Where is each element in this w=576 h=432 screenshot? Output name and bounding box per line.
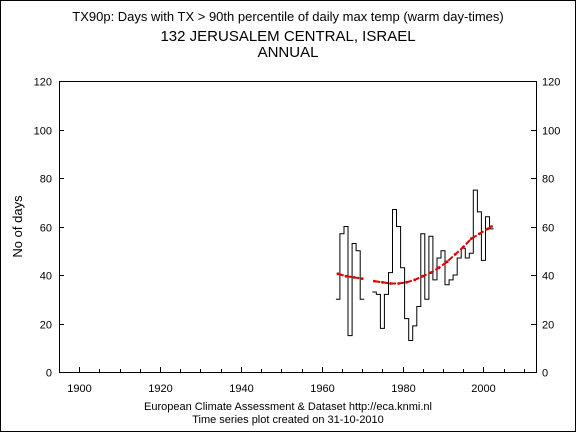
trend-point	[453, 253, 457, 256]
trend-point	[372, 279, 376, 283]
trend-point	[413, 278, 417, 282]
trend-point	[461, 245, 465, 249]
trend-point	[360, 277, 364, 280]
y-tick-label-left: 20	[40, 320, 52, 332]
trend-point	[478, 232, 481, 236]
x-tick-label: 1980	[391, 383, 415, 395]
y-tick-label-left: 120	[34, 77, 52, 89]
x-tick-label: 2000	[471, 383, 495, 395]
y-tick-label-right: 40	[542, 271, 554, 283]
y-axis-label: No of days	[10, 195, 25, 258]
trend-point	[429, 271, 433, 274]
y-tick-label-right: 100	[542, 126, 560, 138]
trend-point	[344, 274, 348, 278]
footer-created: Time series plot created on 31-10-2010	[192, 414, 384, 426]
y-tick-label-left: 60	[40, 223, 52, 235]
trend-point	[486, 227, 489, 231]
y-tick-label-left: 100	[34, 126, 52, 138]
trend-point	[445, 260, 449, 264]
y-tick-label-left: 0	[46, 368, 52, 380]
chart-title: TX90p: Days with TX > 90th percentile of…	[72, 9, 504, 24]
y-tick-label-right: 0	[542, 368, 548, 380]
y-tick-label-left: 80	[40, 174, 52, 186]
trend-point	[405, 280, 408, 284]
x-tick-label: 1960	[310, 383, 334, 395]
trend-point	[490, 225, 493, 228]
y-tick-label-right: 120	[542, 77, 560, 89]
y-tick-label-right: 60	[542, 223, 554, 235]
y-tick-label-right: 80	[542, 174, 554, 186]
trend-point	[381, 280, 384, 284]
trend-point	[469, 237, 473, 241]
trend-point	[397, 282, 400, 285]
trend-series-line	[374, 225, 493, 285]
trend-series-line	[337, 272, 363, 280]
trend-point	[389, 282, 392, 285]
footer-source: European Climate Assessment & Dataset ht…	[144, 401, 432, 413]
station-name: 132 JERUSALEM CENTRAL, ISRAEL	[160, 28, 416, 45]
y-tick-label-left: 40	[40, 271, 52, 283]
x-tick-label: 1940	[229, 383, 253, 395]
plot-area	[59, 81, 537, 373]
y-tick-label-right: 20	[542, 320, 554, 332]
trend-point	[352, 276, 356, 279]
trend-point	[421, 274, 425, 278]
annual-series-line	[335, 226, 365, 337]
x-tick-label: 1900	[67, 383, 91, 395]
trend-point	[437, 266, 441, 270]
trend-point	[336, 272, 340, 276]
period-label: ANNUAL	[257, 44, 319, 61]
annual-series-line	[372, 189, 494, 341]
x-tick-label: 1920	[148, 383, 172, 395]
